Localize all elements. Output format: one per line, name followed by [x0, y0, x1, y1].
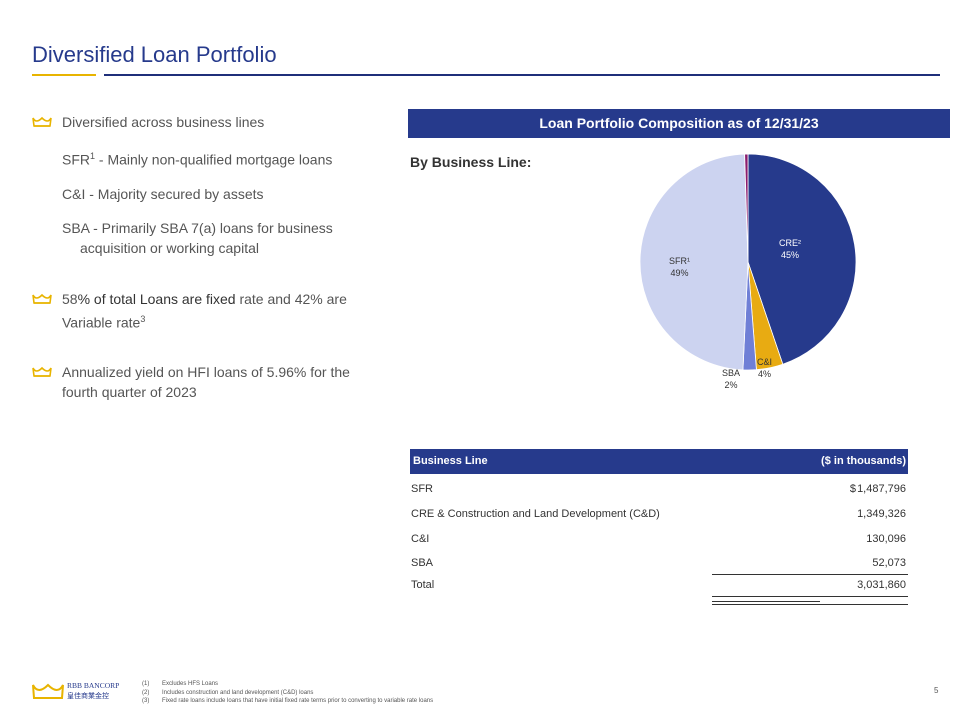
chart-banner: Loan Portfolio Composition as of 12/31/2… — [408, 109, 950, 138]
pie-label-name: CRE² — [779, 238, 801, 248]
crown-icon — [32, 367, 52, 378]
loan-table: Business Line ($ in thousands) SFR $ 1,4… — [410, 449, 908, 606]
bullet-text: Diversified across business lines — [62, 114, 265, 130]
pie-label-pct: 45% — [780, 250, 799, 260]
sba-text-line2: acquisition or working capital — [80, 239, 259, 256]
row-label: Total — [411, 579, 435, 591]
yield-text-line2: fourth quarter of 2023 — [62, 384, 197, 401]
sub-bullet-sfr: SFR1 - Mainly non-qualified mortgage loa… — [32, 146, 382, 170]
variable-label: Variable rate — [62, 314, 141, 331]
page-title: Diversified Loan Portfolio — [32, 42, 277, 67]
crown-icon — [32, 116, 52, 127]
yield-text-line1: Annualized yield on HFI loans of 5.96% f… — [62, 364, 350, 381]
table-row: CRE & Construction and Land Development … — [410, 502, 908, 527]
rbb-logo: RBB BANCORP 皇佳商業金控 — [32, 681, 119, 700]
logo-chinese: 皇佳商業金控 — [67, 691, 109, 700]
pie-label-sfr: SFR¹ 49% — [669, 255, 690, 279]
pie-label-pct: 4% — [758, 369, 772, 379]
fixed-text: % of total Loans are fixed — [77, 290, 236, 307]
footnote-mark: 3 — [140, 313, 146, 324]
variable-text: rate and 42% are — [235, 290, 347, 307]
footnote: (1) Excludes HFS Loans — [142, 681, 219, 687]
table-row-total: Total 3,031,860 — [410, 574, 908, 596]
row-label: C&I — [411, 533, 430, 545]
pie-slice-4 — [640, 153, 749, 371]
row-value: 52,073 — [872, 557, 906, 569]
title-accent-rule — [32, 74, 96, 76]
pie-label-ci: C&I 4% — [757, 356, 772, 380]
table-row: SBA 52,073 — [410, 552, 908, 574]
footnote-mark: 1 — [90, 151, 96, 161]
table-row: SFR $ 1,487,796 — [410, 477, 908, 502]
total-rule — [712, 574, 908, 575]
row-value: 130,096 — [866, 533, 906, 545]
sfr-text: - Mainly non-qualified mortgage loans — [95, 151, 333, 168]
bullet-list: Diversified across business lines SFR1 -… — [32, 112, 382, 402]
sub-bullet-ci: C&I - Majority secured by assets — [62, 185, 264, 202]
pie-label-pct: 49% — [670, 268, 689, 278]
row-label: CRE & Construction and Land Development … — [411, 508, 660, 520]
pie-label-cre: CRE² 45% — [779, 237, 801, 261]
footnotes: (1) Excludes HFS Loans (2) Includes constr… — [142, 680, 433, 706]
bullet-diversified: Diversified across business lines — [32, 112, 382, 132]
crown-icon — [32, 293, 52, 304]
currency-symbol: $ — [849, 483, 856, 495]
row-label: SFR — [411, 483, 433, 495]
pie-slice-1 — [747, 153, 857, 365]
crown-logo-icon — [32, 683, 64, 699]
logo-name: RBB BANCORP — [67, 681, 119, 690]
footnote: (3) Fixed rate loans include loans that h… — [142, 698, 434, 704]
sub-bullet-sba: SBA - Primarily SBA 7(a) loans for busin… — [32, 218, 382, 258]
sba-text-line1: SBA - Primarily SBA 7(a) loans for busin… — [62, 219, 333, 236]
row-value: 3,031,860 — [857, 579, 906, 591]
table-header: Business Line ($ in thousands) — [410, 449, 908, 474]
row-value: 1,487,796 — [857, 483, 906, 495]
row-label: SBA — [411, 557, 434, 569]
page-number: 5 — [934, 686, 939, 695]
sfr-label: SFR — [62, 151, 90, 168]
loan-pie-chart — [640, 153, 857, 371]
pie-label-name: C&I — [757, 357, 773, 367]
bullet-fixed-rate: 58% of total Loans are fixed rate and 42… — [32, 289, 382, 333]
footnote: (2) Includes construction and land develo… — [142, 689, 314, 696]
pie-label-name: SFR¹ — [669, 256, 690, 266]
chart-subtitle: By Business Line: — [410, 154, 532, 170]
bullet-yield: Annualized yield on HFI loans of 5.96% f… — [32, 362, 382, 402]
table-row: C&I 130,096 — [410, 527, 908, 552]
header-business-line: Business Line — [413, 455, 488, 467]
fixed-pct: 58 — [62, 290, 78, 307]
pie-label-name: SBA — [722, 368, 741, 378]
pie-label-pct: 2% — [724, 380, 738, 390]
pie-slice-5 — [744, 153, 749, 263]
total-double-rule — [410, 596, 908, 606]
row-value: 1,349,326 — [857, 508, 906, 520]
title-rule — [104, 74, 940, 76]
header-amount: ($ in thousands) — [821, 455, 906, 467]
pie-label-sba: SBA 2% — [722, 367, 740, 391]
